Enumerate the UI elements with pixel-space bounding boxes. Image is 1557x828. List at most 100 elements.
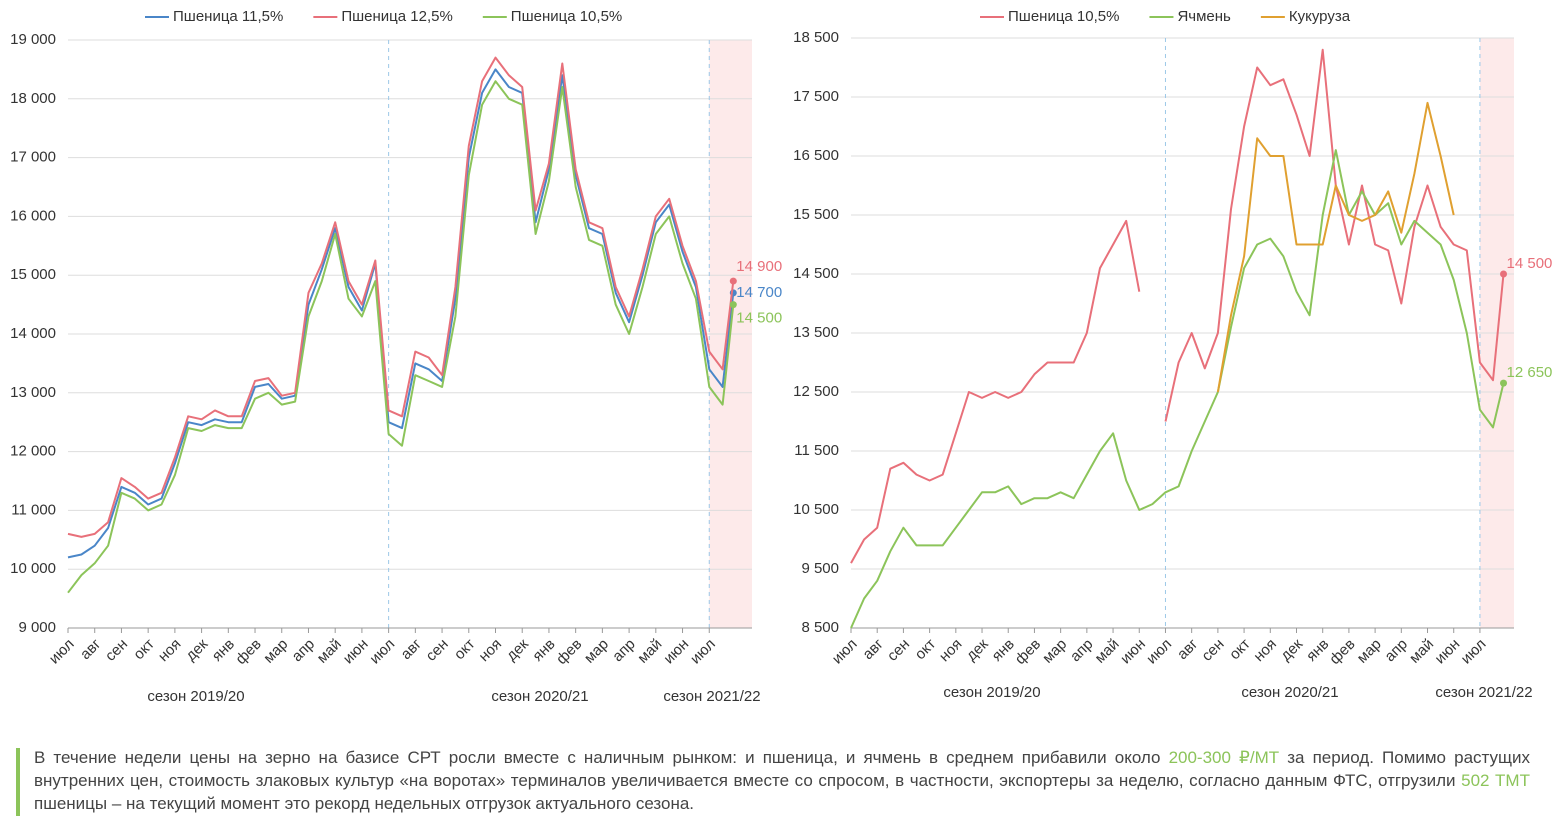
end-label: 14 700 (736, 284, 782, 301)
end-label: 14 500 (736, 310, 782, 327)
x-tick-label: янв (989, 636, 1018, 665)
y-tick-label: 19 000 (10, 31, 56, 48)
series-line (67, 68, 735, 559)
accent-bar (16, 748, 20, 816)
x-tick-label: дек (503, 635, 532, 664)
x-tick-label: янв (209, 636, 238, 665)
x-tick-label: окт (451, 636, 479, 664)
x-tick-label: июл (1458, 636, 1490, 668)
season-label: сезон 2019/20 (943, 684, 1040, 701)
x-tick-label: июл (366, 636, 398, 668)
x-tick-label: июл (687, 636, 719, 668)
y-tick-label: 13 000 (10, 384, 56, 401)
y-tick-label: 18 000 (10, 90, 56, 107)
end-point (1500, 270, 1508, 278)
legend-label: Пшеница 10,5% (511, 8, 622, 25)
x-tick-label: июн (660, 636, 692, 668)
y-tick-label: 17 500 (793, 88, 839, 105)
y-tick-label: 17 000 (10, 149, 56, 166)
x-tick-label: апр (609, 636, 639, 666)
y-tick-label: 9 000 (18, 619, 56, 636)
x-tick-label: апр (289, 636, 319, 666)
x-tick-label: июл (829, 636, 861, 668)
x-tick-label: апр (1067, 636, 1097, 666)
y-tick-label: 13 500 (793, 324, 839, 341)
x-tick-label: ноя (155, 636, 185, 666)
series-line (1216, 101, 1455, 393)
x-tick-label: авг (398, 635, 426, 663)
y-tick-label: 11 500 (794, 442, 839, 459)
x-tick-label: июн (1432, 636, 1464, 668)
legend-label: Пшеница 12,5% (341, 8, 452, 25)
x-tick-label: мар (260, 636, 291, 667)
season-label: сезон 2021/22 (663, 688, 760, 705)
end-label: 14 500 (1507, 255, 1553, 272)
x-tick-label: дек (1277, 635, 1306, 664)
x-tick-label: фев (1326, 636, 1358, 668)
legend-label: Кукуруза (1289, 8, 1351, 25)
season-label: сезон 2020/21 (1241, 684, 1338, 701)
note-text: пшеницы – на текущий момент это рекорд н… (34, 794, 695, 813)
series-line (67, 80, 735, 594)
x-tick-label: мар (1354, 636, 1385, 667)
charts: 9 000 10 000 11 000 12 000 13 000 14 000 15 00… (10, 8, 1553, 705)
y-tick-label: 14 000 (10, 325, 56, 342)
x-tick-label: мар (581, 636, 612, 667)
y-tick-label: 16 500 (793, 147, 839, 164)
y-tick-label: 11 000 (11, 501, 56, 518)
x-tick-label: июн (1117, 636, 1149, 668)
end-label: 12 650 (1507, 364, 1553, 381)
x-tick-label: май (634, 636, 665, 667)
x-tick-label: июн (340, 636, 372, 668)
x-tick-label: май (1092, 636, 1123, 667)
x-tick-label: мар (1039, 636, 1070, 667)
season-label: сезон 2019/20 (147, 688, 244, 705)
x-tick-label: фев (553, 636, 585, 668)
season-label: сезон 2020/21 (491, 688, 588, 705)
y-tick-label: 15 000 (10, 266, 56, 283)
end-point (729, 277, 737, 285)
x-tick-label: авг (77, 635, 105, 663)
y-tick-label: 18 500 (793, 29, 839, 46)
x-tick-label: дек (963, 635, 992, 664)
y-tick-label: 12 000 (10, 443, 56, 460)
legend-label: Ячмень (1177, 8, 1231, 25)
x-tick-label: окт (912, 636, 940, 664)
x-tick-label: сен (1198, 636, 1227, 665)
x-tick-label: фев (232, 636, 264, 668)
x-tick-label: сен (102, 636, 131, 665)
note-text: В течение недели цены на зерно на базисе… (34, 748, 1169, 767)
end-point (1500, 379, 1508, 387)
x-tick-label: дек (182, 635, 211, 664)
x-tick-label: авг (859, 635, 887, 663)
x-tick-label: янв (1303, 636, 1332, 665)
note: В течение недели цены на зерно на базисе… (34, 746, 1530, 815)
y-tick-label: 14 500 (793, 265, 839, 282)
y-tick-label: 16 000 (10, 207, 56, 224)
x-tick-label: ноя (936, 636, 966, 666)
x-tick-label: ноя (1250, 636, 1280, 666)
highlight-text: 200-300 ₽/МТ (1168, 748, 1280, 767)
y-tick-label: 12 500 (793, 383, 839, 400)
end-label: 14 900 (736, 258, 782, 275)
series-line (850, 149, 1505, 629)
x-tick-label: окт (1226, 636, 1254, 664)
highlight-text: 502 ТМТ (1461, 771, 1530, 790)
x-tick-label: май (314, 636, 345, 667)
y-tick-label: 15 500 (793, 206, 839, 223)
x-tick-label: июл (1143, 636, 1175, 668)
end-point (729, 301, 737, 309)
x-tick-label: май (1406, 636, 1437, 667)
season-label: сезон 2021/22 (1435, 684, 1532, 701)
x-tick-label: ноя (476, 636, 506, 666)
x-tick-label: авг (1174, 635, 1202, 663)
series-line (67, 56, 735, 538)
x-tick-label: фев (1012, 636, 1044, 668)
y-tick-label: 9 500 (801, 560, 839, 577)
x-tick-label: сен (423, 636, 452, 665)
legend-label: Пшеница 11,5% (173, 8, 283, 25)
x-tick-label: окт (130, 636, 158, 664)
y-tick-label: 10 500 (793, 501, 839, 518)
legend-label: Пшеница 10,5% (1008, 8, 1119, 25)
